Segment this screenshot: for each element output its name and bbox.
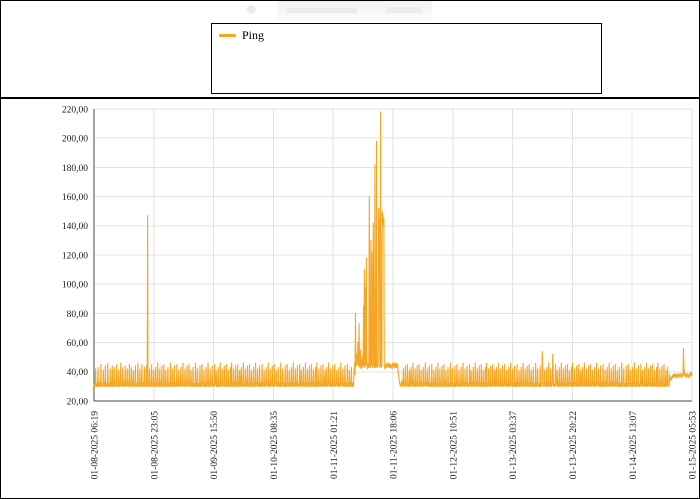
y-axis-tick-label: 20,00 [67,397,89,407]
x-axis-tick-label: 01-11-2025 18:06 [390,411,400,479]
data-series-group [93,111,693,387]
gridlines [93,108,693,402]
x-axis-tick-label: 01-11-2025 01:21 [330,411,340,479]
legend-item-ping[interactable]: Ping [219,28,264,42]
blurred-text-right [387,7,421,13]
y-axis-tick-label: 40,00 [67,368,89,378]
y-axis-tick-label: 180,00 [62,164,88,174]
x-axis-tick-labels: 01-08-2025 06:19 01-08-2025 23:05 01-09-20… [91,411,699,480]
y-axis-tick-label: 100,00 [62,281,88,291]
y-axis-tick-label: 200,00 [62,135,88,145]
x-axis-tick-label: 01-13-2025 03:37 [509,411,519,480]
blurred-dot-artifact [247,5,256,14]
chart-area: 220,00 200,00 180,00 160,00 140,00 120,00 100,… [1,99,699,498]
legend-color-swatch-icon [219,33,236,37]
axis-lines [93,109,692,402]
blurred-overlay-artifact [277,1,432,21]
y-axis-tick-label: 120,00 [62,251,88,261]
x-axis-tick-label: 01-12-2025 10:51 [449,411,459,480]
x-axis-tick-label: 01-08-2025 06:19 [91,411,101,480]
y-axis-tick-label: 220,00 [62,105,88,115]
y-axis-tick-label: 140,00 [62,222,88,232]
y-axis-tick-label: 80,00 [67,310,89,320]
x-axis-tick-label: 01-09-2025 15:50 [210,411,220,480]
x-axis-tick-label: 01-08-2025 23:05 [150,411,160,480]
x-axis-tick-label: 01-15-2025 05:53 [689,411,699,480]
data-series-line-ping [93,111,693,387]
blurred-text-left [287,8,357,13]
ping-line-chart: 220,00 200,00 180,00 160,00 140,00 120,00 100,… [62,105,699,480]
legend-panel: Ping [1,1,699,97]
y-axis-tick-labels: 220,00 200,00 180,00 160,00 140,00 120,00 100,… [62,105,88,407]
x-axis-tick-label: 01-14-2025 13:07 [629,411,639,480]
y-axis-tick-label: 60,00 [67,339,89,349]
x-axis-tick-label: 01-10-2025 08:35 [270,411,280,480]
legend-item-label: Ping [242,28,265,42]
y-axis-tick-label: 160,00 [62,193,88,203]
x-axis-tick-label: 01-13-2025 20:22 [569,411,579,480]
panel-divider [1,97,699,99]
legend-box: Ping [211,23,602,94]
